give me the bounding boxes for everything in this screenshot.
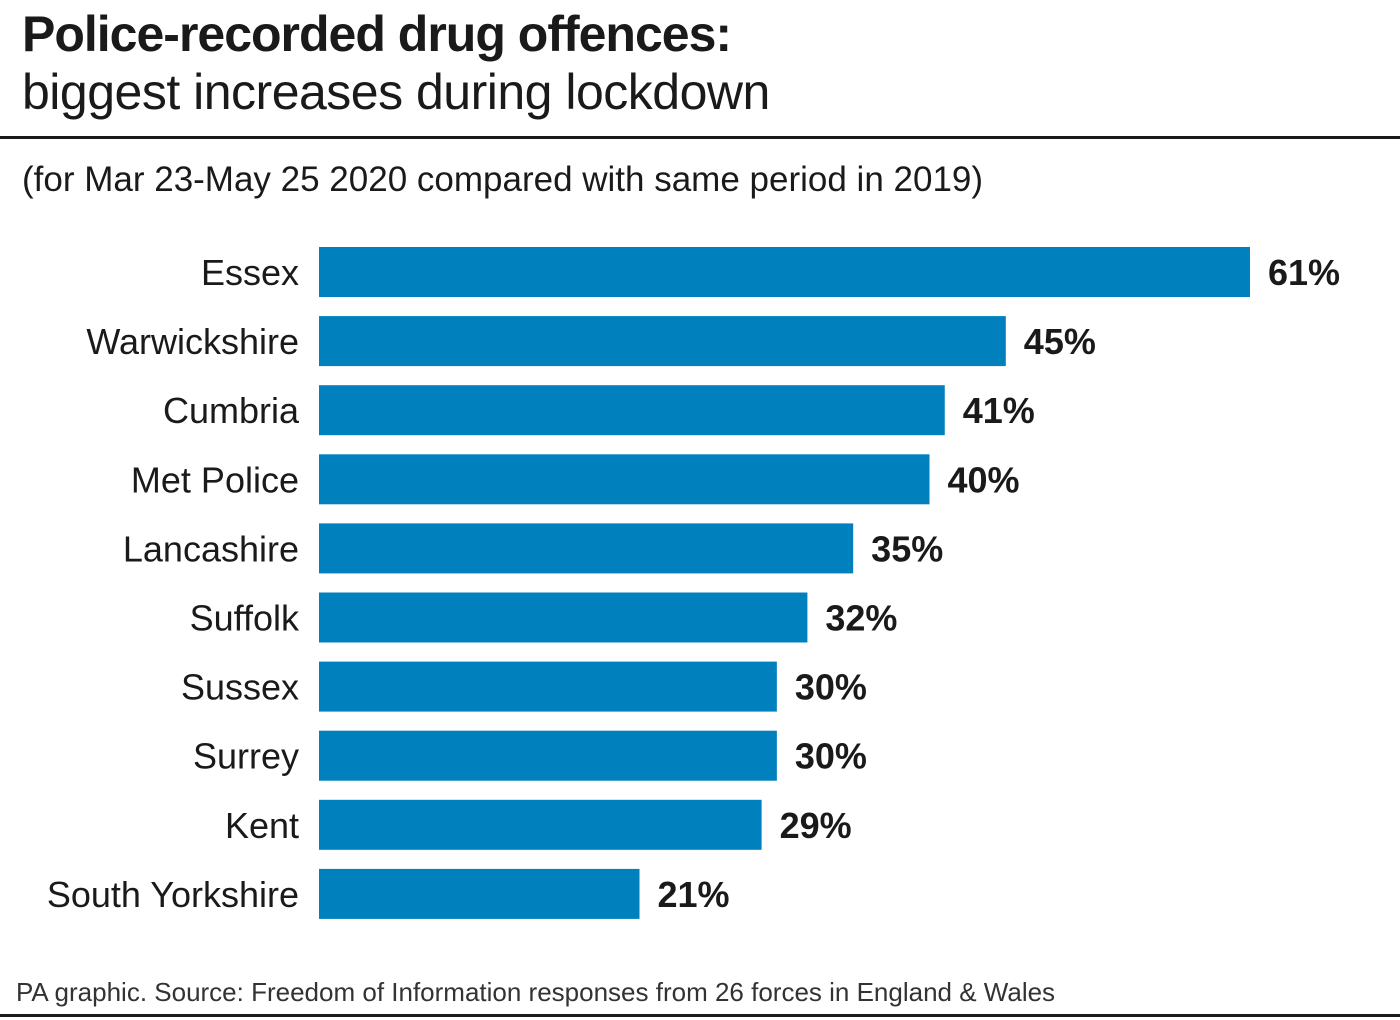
- category-label: Surrey: [193, 736, 299, 777]
- value-label: 40%: [947, 459, 1019, 500]
- bar-warwickshire: [319, 316, 1006, 367]
- category-label: Sussex: [181, 667, 299, 708]
- value-label: 61%: [1268, 252, 1340, 293]
- value-label: 35%: [871, 528, 943, 569]
- value-label: 29%: [780, 805, 852, 846]
- bar-sussex: [319, 661, 777, 712]
- period-note: (for Mar 23-May 25 2020 compared with sa…: [22, 160, 984, 199]
- category-label: Kent: [225, 805, 299, 846]
- top-divider: [0, 136, 1400, 139]
- bar-essex: [319, 247, 1250, 297]
- value-label: 32%: [825, 598, 897, 639]
- value-label: 45%: [1024, 321, 1096, 362]
- bottom-divider: [0, 1014, 1400, 1017]
- bar-surrey: [319, 730, 777, 781]
- chart-title: Police-recorded drug offences:: [22, 6, 732, 62]
- category-label: Suffolk: [190, 598, 300, 639]
- value-label: 30%: [795, 736, 867, 777]
- bar-suffolk: [319, 592, 808, 643]
- value-label: 21%: [658, 874, 730, 915]
- category-label: Met Police: [131, 459, 299, 500]
- value-label: 30%: [795, 667, 867, 708]
- category-label: Cumbria: [163, 390, 300, 431]
- bar-south-yorkshire: [319, 868, 640, 919]
- bar-kent: [319, 799, 762, 850]
- source-credit: PA graphic. Source: Freedom of Informati…: [16, 977, 1056, 1007]
- category-label: Essex: [201, 252, 299, 293]
- chart-subtitle: biggest increases during lockdown: [22, 64, 770, 120]
- category-label: Lancashire: [123, 528, 299, 569]
- category-label: South Yorkshire: [47, 874, 299, 915]
- bar-lancashire: [319, 523, 854, 574]
- category-label: Warwickshire: [86, 321, 299, 362]
- bar-cumbria: [319, 385, 945, 436]
- value-label: 41%: [963, 390, 1035, 431]
- bar-met-police: [319, 454, 930, 505]
